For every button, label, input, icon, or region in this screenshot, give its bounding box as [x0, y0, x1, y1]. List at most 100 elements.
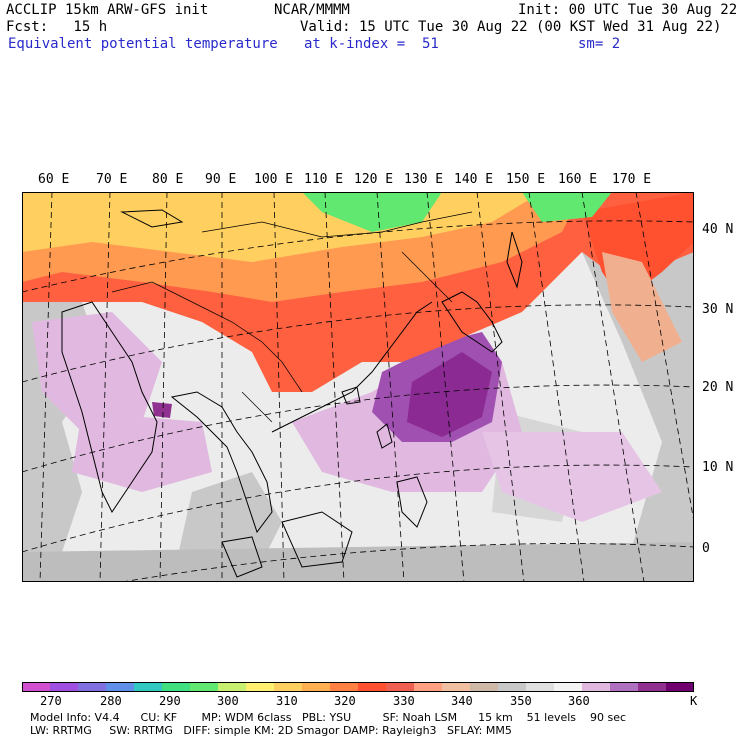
valid-time: Valid: 15 UTC Tue 30 Aug 22 (00 KST Wed … — [300, 19, 722, 35]
coast-japan — [441, 291, 503, 353]
purple-core-inner — [407, 352, 492, 437]
lat-label-equator: 0 — [702, 541, 710, 556]
coastlines — [61, 209, 523, 578]
forecast-hour: Fcst: 15 h — [6, 19, 108, 35]
coast-lake-balkhash — [120, 209, 184, 228]
coast-china — [271, 301, 433, 433]
colorbar-label-310: 310 — [276, 694, 298, 708]
model-info-line-2: LW: RRTMG SW: RRTMG DIFF: simple KM: 2D … — [30, 724, 512, 737]
parallel-20n — [22, 384, 694, 473]
colorbar-swatch — [470, 682, 499, 692]
colorbar-label-340: 340 — [451, 694, 473, 708]
colorbar-swatch — [638, 682, 667, 692]
lon-label-140e: 140 E — [454, 172, 494, 187]
gray-region-south — [22, 542, 694, 582]
model-info-line-1: Model Info: V4.4 CU: KF MP: WDM 6class P… — [30, 711, 627, 724]
colorbar — [22, 682, 694, 692]
colorbar-label-320: 320 — [334, 694, 356, 708]
meridian-140e — [476, 192, 525, 582]
meridian-150e — [528, 192, 585, 582]
colorbar-swatch — [190, 682, 219, 692]
colorbar-swatch — [358, 682, 387, 692]
coast-philippines — [396, 476, 428, 528]
colorbar-swatch — [302, 682, 331, 692]
colorbar-swatch — [666, 682, 694, 692]
border-himalaya — [111, 281, 303, 393]
parallel-10n — [22, 464, 694, 553]
purple-region-india — [32, 312, 162, 432]
coast-sakhalin — [506, 231, 523, 289]
meridian-130e — [426, 192, 465, 582]
colorbar-swatch — [22, 682, 51, 692]
lat-label-30n: 30 N — [702, 302, 734, 317]
lat-label-10n: 10 N — [702, 460, 734, 475]
purple-spot-bengal — [152, 402, 172, 418]
meridian-120e — [376, 192, 405, 582]
level-index: at k-index = 51 — [304, 36, 439, 52]
colorbar-label-290: 290 — [159, 694, 181, 708]
lon-label-80e: 80 E — [152, 172, 184, 187]
lon-label-160e: 160 E — [558, 172, 598, 187]
colorbar-label-360: 360 — [568, 694, 590, 708]
coast-borneo — [281, 511, 353, 568]
meridian-60e — [39, 192, 53, 582]
organization-label: NCAR/MMMM — [274, 2, 350, 18]
colorbar-label-330: 330 — [393, 694, 415, 708]
lon-label-170e: 170 E — [612, 172, 652, 187]
colorbar-swatch — [610, 682, 639, 692]
coast-sumatra — [221, 536, 263, 578]
colorbar-swatch — [582, 682, 611, 692]
colorbar-swatch — [162, 682, 191, 692]
colorbar-frame — [22, 682, 694, 692]
meridian-80e — [159, 192, 168, 582]
colorbar-swatch — [106, 682, 135, 692]
border-mongolia — [201, 211, 473, 238]
colorbar-unit: K — [690, 694, 698, 708]
lon-label-90e: 90 E — [205, 172, 237, 187]
model-title: ACCLIP 15km ARW-GFS init — [6, 2, 209, 18]
colorbar-swatch — [78, 682, 107, 692]
colorbar-swatch — [218, 682, 247, 692]
smoothing-label: sm= 2 — [578, 36, 621, 52]
graticule — [22, 192, 694, 582]
parallel-30n — [22, 304, 694, 383]
coast-taiwan — [376, 423, 393, 449]
lon-label-130e: 130 E — [404, 172, 444, 187]
colorbar-label-270: 270 — [40, 694, 62, 708]
colorbar-swatch — [414, 682, 443, 692]
lat-label-20n: 20 N — [702, 380, 734, 395]
colorbar-swatch — [246, 682, 275, 692]
lon-label-70e: 70 E — [96, 172, 128, 187]
coast-indochina — [170, 391, 273, 534]
init-time: Init: 00 UTC Tue 30 Aug 22 — [518, 2, 738, 18]
meridian-160e — [581, 192, 645, 582]
parallel-40n — [22, 220, 694, 293]
lon-label-60e: 60 E — [38, 172, 70, 187]
coast-hainan — [341, 386, 361, 405]
coast-india — [61, 301, 158, 513]
green-region-okhotsk — [522, 192, 612, 222]
purple-region-pacific-east — [482, 432, 662, 522]
field-name: Equivalent potential temperature — [8, 36, 278, 52]
lon-label-150e: 150 E — [506, 172, 546, 187]
colorbar-swatch — [330, 682, 359, 692]
colorbar-swatch — [498, 682, 527, 692]
meridian-170e — [635, 192, 694, 523]
lon-label-120e: 120 E — [354, 172, 394, 187]
country-borders — [111, 211, 473, 423]
colorbar-swatch — [134, 682, 163, 692]
colorbar-label-350: 350 — [510, 694, 532, 708]
colorbar-swatch — [50, 682, 79, 692]
border-myanmar — [241, 391, 273, 423]
theta-e-map — [22, 192, 694, 582]
colorbar-swatch — [526, 682, 555, 692]
colorbar-swatch — [442, 682, 471, 692]
colorbar-swatch — [554, 682, 583, 692]
border-korea — [401, 251, 453, 303]
colorbar-swatch — [386, 682, 415, 692]
parallel-equator — [121, 543, 694, 582]
lon-label-100e: 100 E — [254, 172, 294, 187]
map-frame — [22, 192, 694, 582]
colorbar-label-300: 300 — [217, 694, 239, 708]
green-region-mongolia — [302, 192, 442, 232]
